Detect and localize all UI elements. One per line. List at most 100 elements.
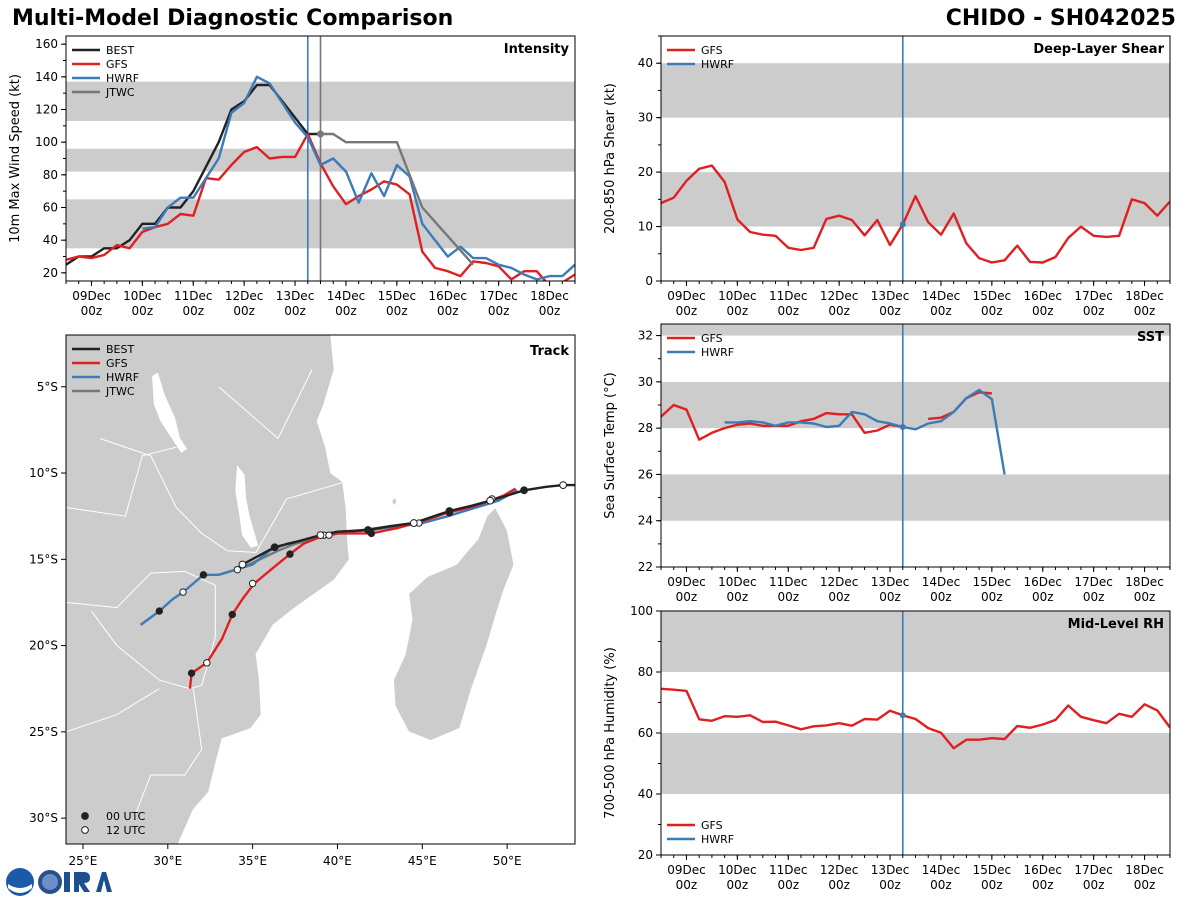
track-best-marker — [238, 560, 247, 569]
rh-ytick-label: 40 — [638, 787, 653, 801]
shear-ytick-label: 30 — [638, 111, 653, 125]
country-border — [218, 369, 313, 440]
track-model-marker — [187, 669, 196, 677]
rh-xtick-label: 00z — [777, 878, 799, 892]
rh-xtick-label: 12Dec — [820, 863, 859, 877]
track-legend-label: JTWC — [105, 385, 135, 398]
sst-xtick-label: 13Dec — [871, 575, 910, 589]
rh-title: Mid-Level RH — [1068, 617, 1164, 632]
sst-xtick-label: 12Dec — [820, 575, 859, 589]
sst-panel: 22242628303209Dec00z10Dec00z11Dec00z12De… — [603, 323, 1171, 604]
sst-series-group — [661, 388, 1006, 475]
intensity-xtick-label: 00z — [386, 304, 408, 318]
sst-xtick-label: 00z — [1083, 590, 1105, 604]
track-dot-legend-label: 00 UTC — [106, 810, 146, 823]
sst-xtick-label: 09Dec — [667, 575, 706, 589]
shear-legend-label: HWRF — [701, 58, 734, 71]
track-xtick-label: 30°E — [153, 854, 182, 868]
intensity-legend-label: GFS — [106, 58, 128, 71]
track-ytick-label: 15°S — [29, 552, 58, 566]
intensity-xtick-label: 12Dec — [225, 289, 264, 303]
intensity-xtick-label: 00z — [81, 304, 103, 318]
track-ytick-label: 10°S — [29, 466, 58, 480]
intensity-xtick-label: 00z — [132, 304, 154, 318]
shear-xtick-label: 12Dec — [820, 289, 859, 303]
track-ytick-label: 5°S — [37, 380, 58, 394]
sst-xtick-label: 15Dec — [973, 575, 1012, 589]
sst-ytick-label: 28 — [638, 421, 653, 435]
rh-xtick-label: 00z — [727, 878, 749, 892]
rh-xtick-label: 00z — [981, 878, 1003, 892]
track-best-marker — [409, 519, 418, 527]
shear-ytick-label: 40 — [638, 56, 653, 70]
intensity-ytick-label: 20 — [43, 266, 58, 280]
shear-shade-band — [661, 63, 1170, 118]
country-border — [66, 688, 160, 733]
rh-xtick-label: 15Dec — [973, 863, 1012, 877]
track-model-marker — [325, 531, 333, 539]
rh-xtick-label: 00z — [930, 878, 952, 892]
sst-xtick-label: 00z — [981, 590, 1003, 604]
rh-xtick-label: 10Dec — [718, 863, 757, 877]
rh-xtick-label: 17Dec — [1074, 863, 1113, 877]
rh-xtick-label: 09Dec — [667, 863, 706, 877]
shear-xtick-label: 14Dec — [922, 289, 961, 303]
intensity-xtick-label: 16Dec — [429, 289, 468, 303]
intensity-jtwc-marker — [317, 130, 324, 138]
rh-xtick-label: 00z — [828, 878, 850, 892]
sst-ytick-label: 26 — [638, 467, 653, 481]
madagascar-landmass — [393, 506, 515, 741]
rh-xtick-label: 00z — [879, 878, 901, 892]
sst-ytick-label: 30 — [638, 375, 653, 389]
rh-xtick-label: 00z — [1083, 878, 1105, 892]
lake-tanganyika — [152, 372, 188, 453]
intensity-xtick-label: 00z — [233, 304, 255, 318]
sst-xtick-label: 00z — [727, 590, 749, 604]
intensity-title: Intensity — [504, 42, 570, 57]
sst-xtick-label: 16Dec — [1024, 575, 1063, 589]
rh-xtick-label: 00z — [676, 878, 698, 892]
country-border — [66, 570, 216, 690]
shear-title: Deep-Layer Shear — [1033, 42, 1164, 57]
shear-xtick-label: 00z — [676, 304, 698, 318]
intensity-series-group — [66, 75, 575, 281]
rh-ytick-label: 60 — [638, 726, 653, 740]
intensity-xtick-label: 00z — [335, 304, 357, 318]
sst-xtick-label: 14Dec — [922, 575, 961, 589]
rh-xtick-label: 11Dec — [769, 863, 808, 877]
track-best-marker — [486, 496, 495, 505]
sst-xtick-label: 00z — [1134, 590, 1156, 604]
rh-ytick-label: 80 — [638, 665, 653, 679]
intensity-ytick-label: 140 — [35, 70, 58, 84]
cira-logo — [6, 868, 112, 896]
track-legend-label: BEST — [106, 343, 134, 356]
track-model-marker — [233, 565, 242, 574]
shear-xtick-label: 00z — [930, 304, 952, 318]
shear-ylabel: 200-850 hPa Shear (kt) — [603, 83, 618, 234]
intensity-xtick-label: 00z — [284, 304, 306, 318]
shear-shade-band — [661, 172, 1170, 227]
shear-xtick-label: 18Dec — [1125, 289, 1164, 303]
track-model-marker — [179, 588, 187, 596]
rh-series-gfs — [661, 687, 1170, 750]
intensity-series-jtwc — [320, 132, 475, 266]
intensity-ytick-label: 40 — [43, 233, 58, 247]
sst-xtick-label: 00z — [828, 590, 850, 604]
sst-xtick-label: 00z — [676, 590, 698, 604]
intensity-ylabel: 10m Max Wind Speed (kt) — [8, 74, 23, 243]
track-model-marker — [155, 607, 164, 615]
rh-xtick-label: 18Dec — [1125, 863, 1164, 877]
shear-series-group — [661, 164, 1170, 264]
sst-xtick-label: 00z — [879, 590, 901, 604]
intensity-legend-label: BEST — [106, 44, 134, 57]
track-xtick-label: 45°E — [408, 854, 437, 868]
rh-ytick-label: 100 — [630, 604, 653, 618]
intensity-xtick-label: 11Dec — [174, 289, 213, 303]
track-ytick-label: 25°S — [29, 725, 58, 739]
storm-id-title: CHIDO - SH042025 — [945, 6, 1176, 31]
rh-xtick-label: 00z — [1032, 878, 1054, 892]
track-ytick-label: 20°S — [29, 639, 58, 653]
rh-panel: 2040608010009Dec00z10Dec00z11Dec00z12Dec… — [603, 604, 1171, 892]
rh-xtick-label: 16Dec — [1024, 863, 1063, 877]
shear-xtick-label: 11Dec — [769, 289, 808, 303]
